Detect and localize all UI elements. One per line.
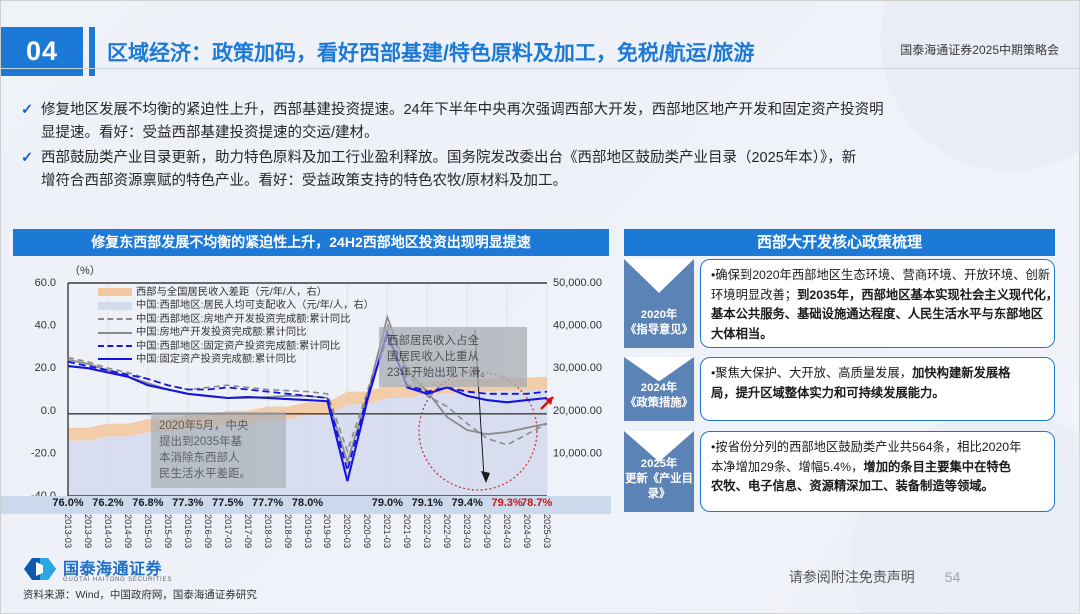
svg-text:10,000.00: 10,000.00 — [553, 447, 602, 459]
svg-text:60.0: 60.0 — [35, 277, 56, 289]
svg-text:（%）: （%） — [69, 264, 101, 277]
svg-text:20,000.00: 20,000.00 — [553, 405, 602, 417]
svg-text:20.0: 20.0 — [35, 362, 56, 374]
svg-text:30,000.00: 30,000.00 — [553, 362, 602, 374]
svg-text:40.0: 40.0 — [35, 320, 56, 332]
svg-text:40,000.00: 40,000.00 — [553, 320, 602, 332]
svg-text:-20.0: -20.0 — [31, 447, 56, 459]
svg-text:50,000.00: 50,000.00 — [553, 277, 602, 289]
svg-text:0.0: 0.0 — [41, 405, 56, 417]
